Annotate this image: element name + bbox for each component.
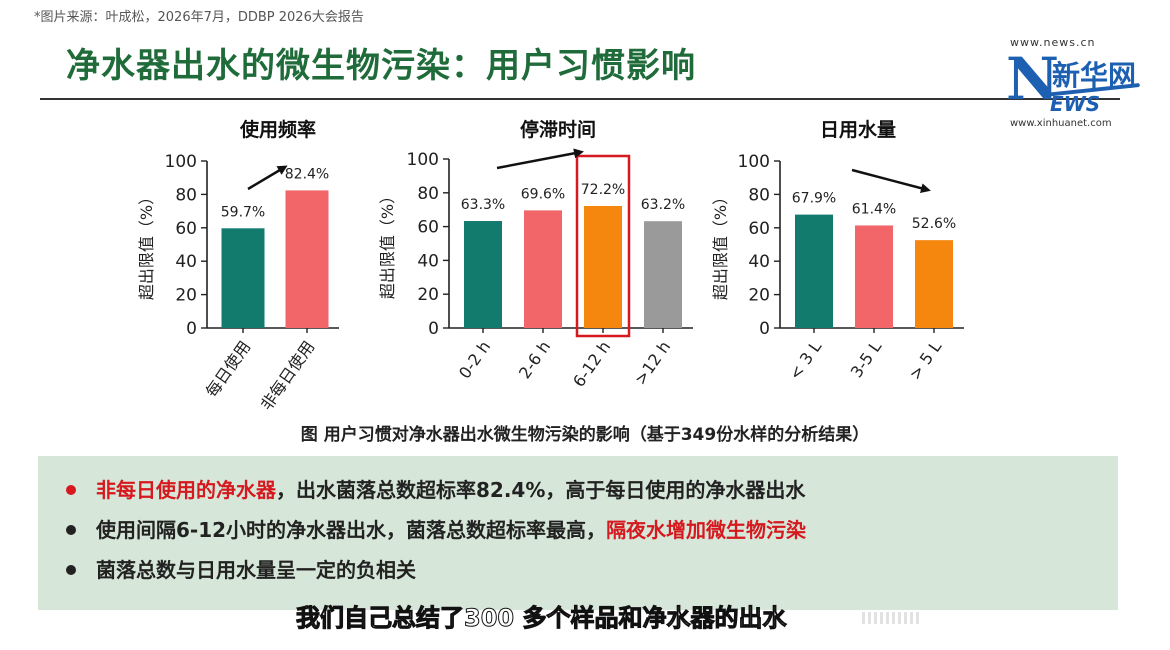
subtitle-fade [862, 612, 922, 624]
figure-caption: 图 用户习惯对净水器出水微生物污染的影响（基于349份水样的分析结果） [300, 425, 870, 445]
x-tick-label: 0-2 h [455, 337, 494, 382]
y-tick-label: 20 [417, 285, 439, 305]
data-label: 69.6% [521, 186, 565, 202]
bar [584, 205, 622, 328]
y-tick-label: 60 [417, 218, 439, 238]
bullet-item-2: 使用间隔6-12小时的净水器出水，菌落总数超标率最高，隔夜水增加微生物污染 [66, 514, 806, 543]
title-divider [40, 98, 1120, 100]
bar [524, 210, 562, 328]
y-tick-label: 80 [748, 185, 770, 205]
x-tick-label: >12 h [631, 337, 675, 388]
logo-url-bottom: www.xinhuanet.com [1010, 118, 1112, 129]
data-label: 61.4% [852, 201, 896, 217]
y-tick-label: 80 [417, 184, 439, 204]
bar [915, 240, 953, 328]
x-tick-label: 2-6 h [515, 337, 554, 382]
bullet-2-highlight: 隔夜水增加微生物污染 [606, 518, 807, 542]
y-tick-label: 0 [186, 319, 197, 339]
bullet-2-text: 使用间隔6-12小时的净水器出水，菌落总数超标率最高， [96, 518, 607, 542]
xinhua-logo: www.news.cn N 新华网 EWS www.xinhuanet.com [1004, 36, 1154, 132]
logo-brand-en: EWS [1050, 92, 1101, 116]
bullet-3-text: 菌落总数与日用水量呈一定的负相关 [96, 558, 416, 582]
bar [855, 225, 893, 328]
subtitle-text: 我们自己总结了300 多个样品和净水器的出水 [295, 604, 787, 633]
data-label: 52.6% [912, 216, 956, 232]
chart-title: 使用频率 [239, 118, 316, 141]
bar [464, 221, 502, 328]
y-axis-label: 超出限值（%） [711, 189, 730, 300]
data-label: 63.2% [641, 197, 685, 213]
bar [795, 214, 833, 328]
y-tick-label: 100 [738, 152, 770, 172]
summary-box: 非每日使用的净水器，出水菌落总数超标率82.4%，高于每日使用的净水器出水 使用… [38, 456, 1118, 610]
y-tick-label: 100 [407, 150, 439, 170]
logo-letter-n: N [1006, 45, 1060, 113]
y-tick-label: 0 [759, 319, 770, 339]
bullet-dot-red [66, 484, 76, 495]
slide-title: 净水器出水的微生物污染：用户习惯影响 [66, 46, 696, 86]
x-tick-label: > 5 L [905, 337, 945, 383]
data-label: 63.3% [461, 197, 505, 213]
data-label: 72.2% [581, 182, 625, 198]
bullet-item-3: 菌落总数与日用水量呈一定的负相关 [66, 554, 416, 583]
trend-arrow-stagnation [496, 148, 584, 170]
bar [644, 221, 682, 328]
y-axis-label: 超出限值（%） [378, 188, 397, 299]
chart-title: 停滞时间 [520, 118, 596, 141]
trend-arrow-volume [851, 168, 931, 194]
data-label: 59.7% [221, 204, 265, 220]
logo-url-top: www.news.cn [1010, 36, 1096, 49]
data-label: 82.4% [285, 166, 329, 182]
x-tick-label: 3-5 L [847, 337, 886, 381]
bar [221, 228, 265, 328]
bullet-1-text: ，出水菌落总数超标率82.4%，高于每日使用的净水器出水 [276, 478, 806, 502]
y-tick-label: 40 [175, 252, 197, 272]
data-label: 67.9% [792, 191, 836, 207]
x-tick-label: 非每日使用 [257, 337, 318, 413]
y-tick-label: 40 [748, 252, 770, 272]
bullet-1-highlight: 非每日使用的净水器 [96, 478, 276, 502]
y-tick-label: 0 [428, 319, 439, 339]
chart-title: 日用水量 [820, 119, 896, 141]
y-tick-label: 100 [165, 152, 197, 172]
x-tick-label: 6-12 h [569, 337, 614, 390]
x-tick-label: < 3 L [785, 337, 825, 383]
highlight-box [575, 154, 631, 338]
video-subtitle: 我们自己总结了300 多个样品和净水器的出水 [292, 596, 922, 636]
source-note: *图片来源：叶成松，2026年7月，DDBP 2026大会报告 [34, 10, 364, 25]
y-axis-label: 超出限值（%） [137, 189, 156, 300]
bar [285, 190, 329, 328]
bullet-dot [66, 564, 76, 575]
y-tick-label: 80 [175, 185, 197, 205]
bullet-item-1: 非每日使用的净水器，出水菌落总数超标率82.4%，高于每日使用的净水器出水 [66, 474, 805, 503]
y-tick-label: 60 [175, 219, 197, 239]
bar-charts: 使用频率 0 20 40 60 80 100 超出限值（%） 59.7% 每日使用 82.4% 非每日… [137, 118, 964, 414]
y-tick-label: 20 [748, 286, 770, 306]
y-tick-label: 20 [175, 286, 197, 306]
y-tick-label: 40 [417, 251, 439, 271]
bullet-dot [66, 524, 76, 535]
trend-arrow-frequency [247, 165, 288, 191]
x-tick-label: 每日使用 [202, 337, 254, 400]
y-tick-label: 60 [748, 219, 770, 239]
